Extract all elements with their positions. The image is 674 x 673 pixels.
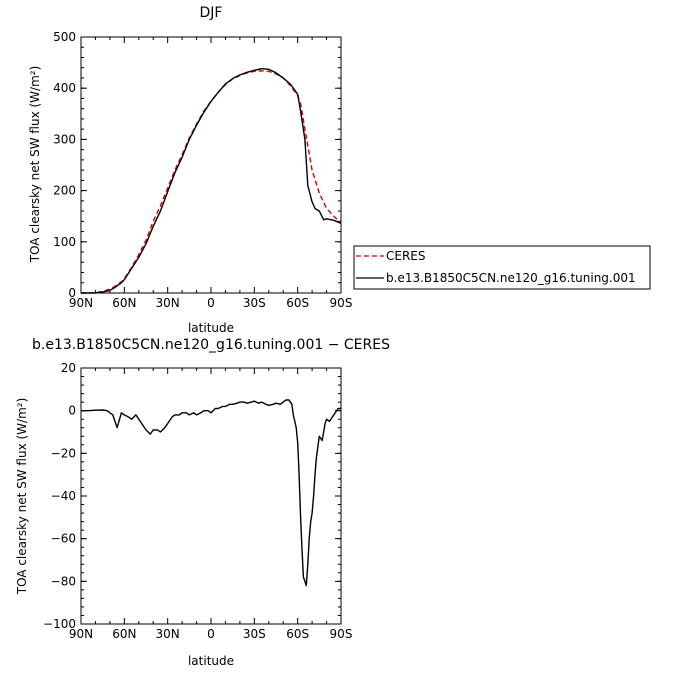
top-y-tick-label: 0 (68, 286, 76, 300)
legend-box (353, 245, 651, 290)
top-panel: DJF 90N 60N 30N 0 30S 60S 90S0100200300400500 … (28, 5, 352, 335)
bottom-x-axis-label: latitude (188, 654, 234, 668)
bottom-y-tick-label: −20 (51, 446, 76, 460)
top-x-tick-label: 30N (156, 296, 180, 310)
legend: CERES b.e13.B1850C5CN.ne120_g16.tuning.0… (353, 245, 651, 290)
bottom-panel: b.e13.B1850C5CN.ne120_g16.tuning.001 − C… (15, 337, 390, 668)
bottom-y-tick-label: −60 (51, 532, 76, 546)
bottom-y-tick-label: −80 (51, 574, 76, 588)
top-x-tick-label: 60N (112, 296, 136, 310)
top-x-tick-label: 60S (286, 296, 309, 310)
bottom-x-tick-label: 90S (330, 627, 353, 641)
bottom-x-tick-label: 30N (156, 627, 180, 641)
top-x-tick-label: 90S (330, 296, 353, 310)
top-x-tick-label: 0 (207, 296, 215, 310)
bottom-y-tick-label: −100 (43, 617, 76, 631)
top-y-axis-label: TOA clearsky net SW flux (W/m²) (28, 66, 42, 264)
legend-label-ceres: CERES (386, 249, 426, 263)
top-y-tick-label: 200 (53, 184, 76, 198)
top-x-tick-label: 30S (243, 296, 266, 310)
bottom-x-tick-label: 30S (243, 627, 266, 641)
top-chart-title: DJF (200, 5, 223, 21)
top-y-tick-label: 100 (53, 235, 76, 249)
top-x-axis-label: latitude (188, 321, 234, 335)
bottom-x-tick-label: 90N (69, 627, 93, 641)
bottom-x-tick-label: 60N (112, 627, 136, 641)
top-y-tick-label: 500 (53, 30, 76, 44)
bottom-y-tick-label: 0 (68, 404, 76, 418)
top-y-tick-label: 400 (53, 81, 76, 95)
bottom-chart-title: b.e13.B1850C5CN.ne120_g16.tuning.001 − C… (32, 337, 390, 353)
bottom-x-tick-label: 0 (207, 627, 215, 641)
legend-label-model: b.e13.B1850C5CN.ne120_g16.tuning.001 (386, 271, 636, 285)
top-series-line-1 (81, 67, 342, 294)
bottom-y-axis-label: TOA clearsky net SW flux (W/m²) (15, 398, 29, 596)
bottom-y-tick-label: −40 (51, 489, 76, 503)
bottom-y-tick-label: 20 (61, 361, 76, 375)
top-x-tick-label: 90N (69, 296, 93, 310)
top-series-line-0 (81, 70, 342, 294)
bottom-x-tick-label: 60S (286, 627, 309, 641)
bottom-series-line-0 (81, 399, 341, 587)
top-y-tick-label: 300 (53, 132, 76, 146)
